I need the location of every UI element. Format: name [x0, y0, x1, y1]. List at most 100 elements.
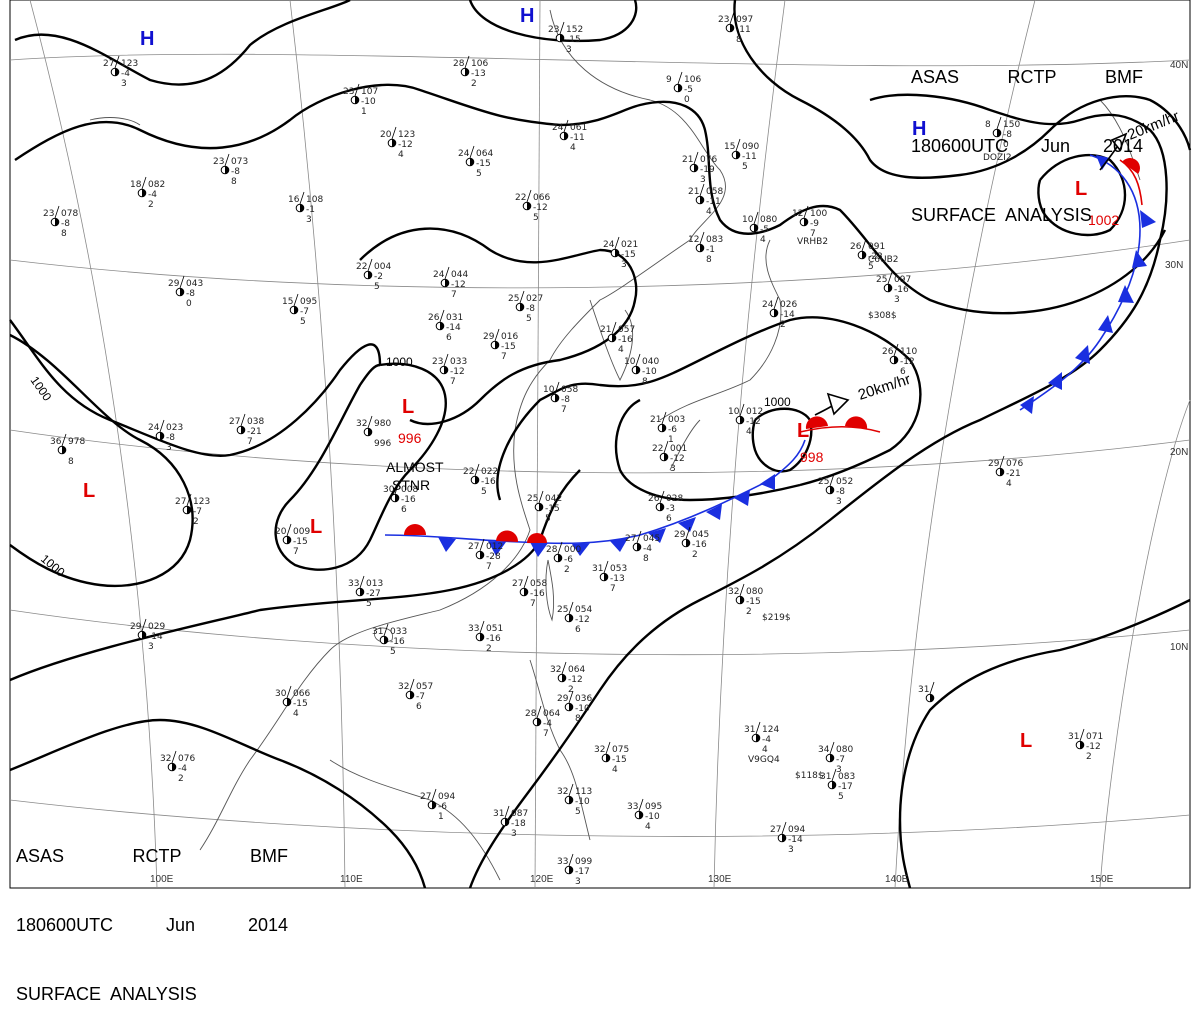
station-weather: 4: [762, 745, 768, 755]
station-pressure: 012: [746, 407, 763, 417]
station-model: 33 095-104: [627, 798, 662, 832]
station-temp: 26: [850, 242, 862, 252]
title-time-1: 180600UTC: [911, 136, 1009, 156]
cold-pip: [734, 490, 750, 506]
station-pressure: 016: [501, 332, 518, 342]
station-temp: 18: [130, 180, 142, 190]
station-temp: 25: [818, 477, 829, 487]
latitude-label: 40N: [1170, 60, 1188, 71]
station-tendency: -7: [836, 755, 845, 765]
cloud-cover-fill: [287, 536, 291, 544]
station-pressure: 073: [231, 157, 248, 167]
wind-barb: [141, 618, 147, 632]
station-weather: 4: [612, 765, 618, 775]
cloud-cover-fill: [694, 164, 698, 172]
cloud-cover-fill: [736, 151, 740, 159]
station-pressure: 008: [401, 485, 418, 495]
station-tendency: -10: [575, 797, 590, 807]
cloud-cover-fill: [560, 34, 564, 42]
station-temp: 27: [229, 417, 240, 427]
station-temp: 31: [493, 809, 504, 819]
station-tendency: -8: [231, 167, 240, 177]
station-temp: 31: [372, 627, 383, 637]
station-model: 28 064-47: [525, 705, 560, 739]
station-weather: 1: [438, 812, 444, 822]
title-agency-1: ASAS: [911, 67, 960, 87]
station-temp: 28: [453, 59, 465, 69]
station-tendency: -7: [416, 692, 425, 702]
station-model: 36 978 8: [50, 433, 85, 467]
station-temp: 32: [160, 754, 171, 764]
station-temp: 32: [398, 682, 409, 692]
wind-barb: [538, 490, 544, 504]
warm-pip: [1122, 158, 1140, 174]
station-weather: 5: [481, 487, 487, 497]
station-tendency: -17: [838, 782, 853, 792]
cloud-cover-fill: [558, 554, 562, 562]
wind-barb: [929, 681, 935, 695]
wind-barb: [504, 805, 510, 819]
coastline-lake: [89, 117, 141, 126]
station-pressure: 058: [706, 187, 723, 197]
parallel: [9, 239, 1191, 289]
cloud-cover-fill: [740, 416, 744, 424]
cloud-cover-fill: [756, 734, 760, 742]
warm-front-pips: [404, 158, 1140, 543]
wind-barb: [519, 290, 525, 304]
motion-arrowhead: [1110, 132, 1128, 152]
station-temp: 24: [433, 270, 445, 280]
station-model: 9 106-50: [666, 71, 701, 105]
station-pressure: 106: [684, 75, 701, 85]
station-weather: 3: [836, 765, 842, 775]
station-tendency: -4: [148, 190, 157, 200]
station-weather: 2: [746, 607, 752, 617]
station-pressure: 009: [293, 527, 310, 537]
station-tendency: -5: [684, 85, 693, 95]
map-title-bottom: ASAS RCTP BMF 180600UTC Jun 2014 SURFACE…: [16, 799, 288, 1029]
station-weather: 3: [700, 175, 706, 185]
cloud-cover-fill: [569, 796, 573, 804]
cloud-cover-fill: [520, 303, 524, 311]
map-title-top: ASAS RCTP BMF 180600UTC Jun 2014 SURFACE…: [911, 20, 1143, 250]
station-tendency: -11: [736, 25, 751, 35]
station-weather: 2: [692, 550, 698, 560]
station-pressure: 150: [1003, 120, 1020, 130]
cloud-cover-fill: [832, 781, 836, 789]
station-weather: 5: [300, 317, 306, 327]
station-tendency: -12: [398, 140, 413, 150]
station-tendency: -6: [668, 425, 677, 435]
cloud-cover-fill: [142, 189, 146, 197]
station-tendency: -16: [530, 589, 545, 599]
station-model: 29 029-143: [130, 618, 165, 652]
station-model: 33 099-173: [557, 853, 592, 887]
wind-barb: [409, 678, 415, 692]
station-pressure: 094: [788, 825, 805, 835]
station-model: 23 097-118: [718, 11, 753, 45]
cloud-cover-fill: [662, 424, 666, 432]
station-weather: 3: [575, 877, 581, 887]
wind-barb: [494, 328, 500, 342]
cloud-cover-fill: [470, 158, 474, 166]
wind-barb: [383, 623, 389, 637]
station-weather: 2: [780, 320, 786, 330]
station-temp: 21: [650, 415, 661, 425]
station-tendency: -15: [566, 35, 581, 45]
station-temp: 31: [592, 564, 603, 574]
station-pressure: 022: [481, 467, 498, 477]
cloud-cover-fill: [754, 224, 758, 232]
cloud-cover-fill: [444, 366, 448, 374]
station-pressure: 099: [575, 857, 592, 867]
parallel: [9, 53, 1191, 67]
low-pressure-center: L: [83, 480, 95, 502]
cloud-cover-fill: [355, 96, 359, 104]
wind-barb: [523, 575, 529, 589]
wind-barb: [568, 783, 574, 797]
station-temp: 23: [43, 209, 54, 219]
station-temp: 22: [515, 193, 526, 203]
wind-barb: [614, 236, 620, 250]
station-pressure: 051: [486, 624, 503, 634]
cloud-cover-fill: [930, 694, 934, 702]
station-weather: 5: [575, 807, 581, 817]
station-model: 31 053-137: [592, 560, 627, 594]
